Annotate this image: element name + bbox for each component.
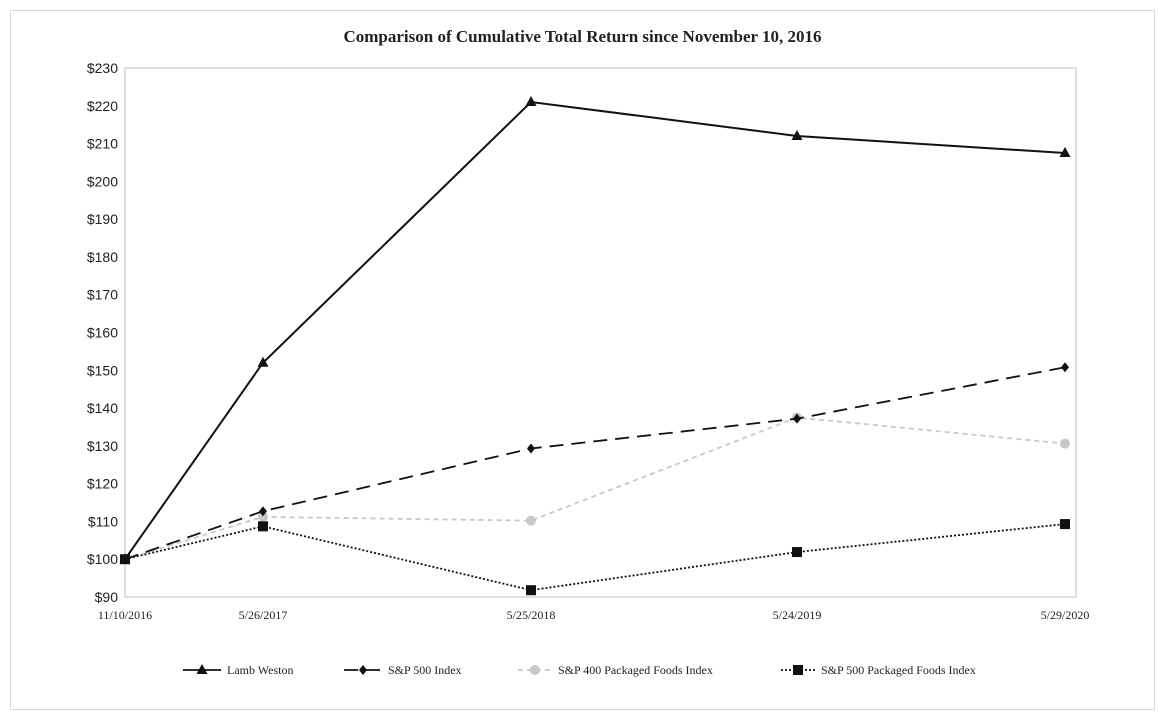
data-point-circle <box>1060 439 1070 449</box>
series-line <box>125 524 1065 590</box>
series-s-p-500-packaged-foods-index <box>120 519 1070 595</box>
legend-label: Lamb Weston <box>227 663 293 677</box>
data-point-square <box>258 521 268 531</box>
x-tick-label: 5/24/2019 <box>773 608 822 622</box>
legend-marker-diamond <box>359 665 367 675</box>
y-tick-label: $170 <box>87 287 118 303</box>
series-s-p-500-index <box>121 362 1069 564</box>
legend-marker-triangle <box>197 664 208 674</box>
y-tick-label: $190 <box>87 211 118 227</box>
y-tick-label: $130 <box>87 438 118 454</box>
data-point-square <box>526 585 536 595</box>
legend-item: S&P 500 Index <box>344 663 462 677</box>
legend-label: S&P 500 Index <box>388 663 462 677</box>
series-layer <box>120 96 1071 595</box>
x-tick-label: 5/25/2018 <box>507 608 556 622</box>
data-point-circle <box>526 516 536 526</box>
y-tick-label: $110 <box>88 513 118 529</box>
y-tick-label: $150 <box>87 362 118 378</box>
y-tick-label: $220 <box>87 98 118 114</box>
legend-label: S&P 400 Packaged Foods Index <box>558 663 713 677</box>
y-axis-ticks: $90 $100 $110 $120 $130 $140 $150 $160 $170 $180 $… <box>87 60 118 605</box>
y-tick-label: $180 <box>87 249 118 265</box>
data-point-triangle <box>526 96 537 106</box>
x-tick-label: 11/10/2016 <box>98 608 152 622</box>
legend: Lamb Weston S&P 500 Index S&P 400 Packaged… <box>183 663 976 677</box>
legend-marker-circle <box>530 665 540 675</box>
series-s-p-400-packaged-foods-index <box>120 413 1070 565</box>
y-tick-label: $160 <box>87 325 118 341</box>
legend-item: Lamb Weston <box>183 663 293 677</box>
data-point-diamond <box>527 444 535 454</box>
data-point-square <box>1060 519 1070 529</box>
y-tick-label: $200 <box>87 173 118 189</box>
y-tick-label: $140 <box>87 400 118 416</box>
data-point-square <box>792 547 802 557</box>
legend-marker-square <box>793 665 803 675</box>
x-tick-label: 5/29/2020 <box>1041 608 1090 622</box>
y-tick-label: $210 <box>87 136 118 152</box>
legend-label: S&P 500 Packaged Foods Index <box>821 663 976 677</box>
series-line <box>125 102 1065 559</box>
x-tick-label: 5/26/2017 <box>239 608 288 622</box>
y-tick-label: $100 <box>87 551 118 567</box>
legend-item: S&P 400 Packaged Foods Index <box>518 663 713 677</box>
y-tick-label: $230 <box>87 60 118 76</box>
series-lamb-weston <box>120 96 1071 563</box>
legend-item: S&P 500 Packaged Foods Index <box>781 663 976 677</box>
data-point-diamond <box>1061 362 1069 372</box>
y-tick-label: $120 <box>87 476 118 492</box>
x-axis-ticks: 11/10/2016 5/26/2017 5/25/2018 5/24/2019 5/2… <box>98 608 1089 622</box>
y-tick-label: $90 <box>95 589 119 605</box>
